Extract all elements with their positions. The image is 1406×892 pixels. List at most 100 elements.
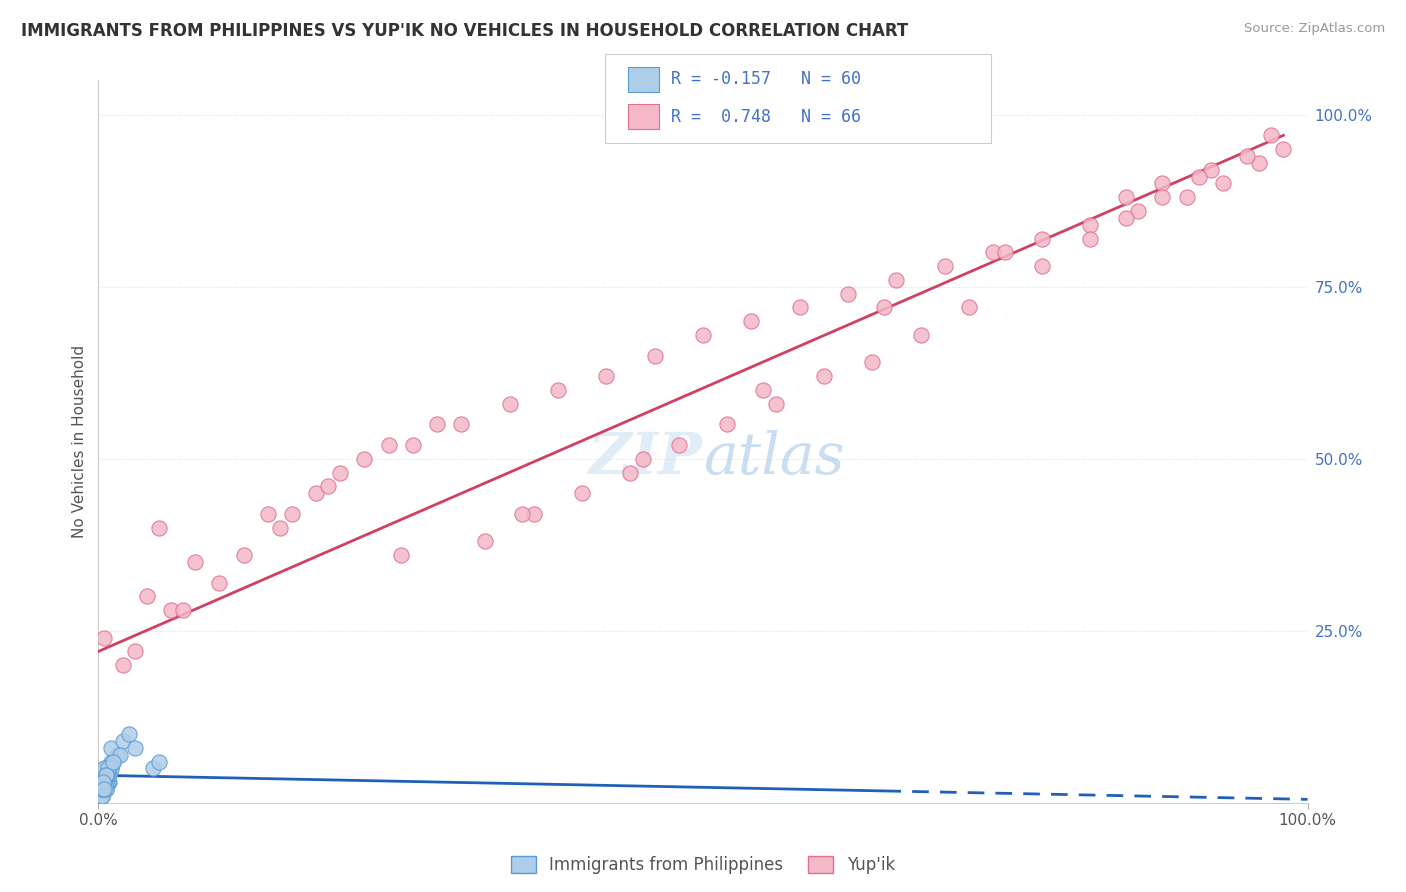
Point [172,603,194,617]
Point [148,755,170,769]
Point [886,273,908,287]
Point [90,775,112,789]
Point [1115,190,1137,204]
Point [668,438,690,452]
Point [91,782,114,797]
Legend: Immigrants from Philippines, Yup'ik: Immigrants from Philippines, Yup'ik [510,855,896,874]
Point [93,775,115,789]
Point [111,658,134,673]
Point [100,755,122,769]
Point [1152,177,1174,191]
Point [108,747,131,762]
Point [124,644,146,658]
Point [111,734,134,748]
Point [94,782,117,797]
Point [91,789,114,803]
Point [96,768,118,782]
Point [105,747,128,762]
Point [93,782,115,797]
Point [98,775,121,789]
Point [91,782,114,797]
Point [1212,177,1234,191]
Point [740,314,762,328]
Point [305,486,328,500]
Point [860,355,883,369]
Point [97,761,120,775]
Point [450,417,472,432]
Point [619,466,641,480]
Point [1272,142,1295,156]
Point [547,383,569,397]
Point [873,301,896,315]
Point [389,548,412,562]
Point [97,775,120,789]
Point [98,768,121,782]
Point [1031,259,1053,273]
Point [91,782,114,797]
Point [1115,211,1137,225]
Point [208,575,231,590]
Point [118,727,141,741]
Point [1128,204,1150,219]
Point [1249,156,1271,170]
Point [93,761,115,775]
Point [910,327,932,342]
Point [281,507,304,521]
Point [957,301,980,315]
Point [595,369,617,384]
Point [91,789,114,803]
Point [994,245,1017,260]
Point [789,301,811,315]
Point [91,782,114,797]
Point [94,768,117,782]
Point [91,775,114,789]
Point [1260,128,1282,143]
Point [571,486,593,500]
Point [1152,190,1174,204]
Point [765,397,787,411]
Point [692,327,714,342]
Point [91,775,114,789]
Point [94,761,117,775]
Point [316,479,339,493]
Point [91,782,114,797]
Point [91,775,114,789]
Point [96,768,118,782]
Point [837,286,859,301]
Point [353,451,375,466]
Point [631,451,654,466]
Point [377,438,399,452]
Point [94,775,117,789]
Point [1078,218,1101,232]
Point [474,534,496,549]
Point [135,590,157,604]
Point [94,775,117,789]
Point [100,761,122,775]
Point [96,768,118,782]
Point [93,631,115,645]
Point [93,768,115,782]
Point [124,740,146,755]
Point [94,782,117,797]
Text: atlas: atlas [703,431,845,487]
Point [101,755,124,769]
Text: R =  0.748   N = 66: R = 0.748 N = 66 [671,108,860,126]
Point [94,768,117,782]
Point [813,369,835,384]
Point [100,761,122,775]
Y-axis label: No Vehicles in Household: No Vehicles in Household [72,345,87,538]
Point [93,768,115,782]
Point [1031,231,1053,245]
Point [93,782,115,797]
Point [94,768,117,782]
Text: IMMIGRANTS FROM PHILIPPINES VS YUP'IK NO VEHICLES IN HOUSEHOLD CORRELATION CHART: IMMIGRANTS FROM PHILIPPINES VS YUP'IK NO… [21,22,908,40]
Text: R = -0.157   N = 60: R = -0.157 N = 60 [671,70,860,88]
Point [91,782,114,797]
Point [91,789,114,803]
Point [934,259,956,273]
Point [523,507,546,521]
Point [97,761,120,775]
Point [160,603,183,617]
Point [148,520,170,534]
Point [752,383,775,397]
